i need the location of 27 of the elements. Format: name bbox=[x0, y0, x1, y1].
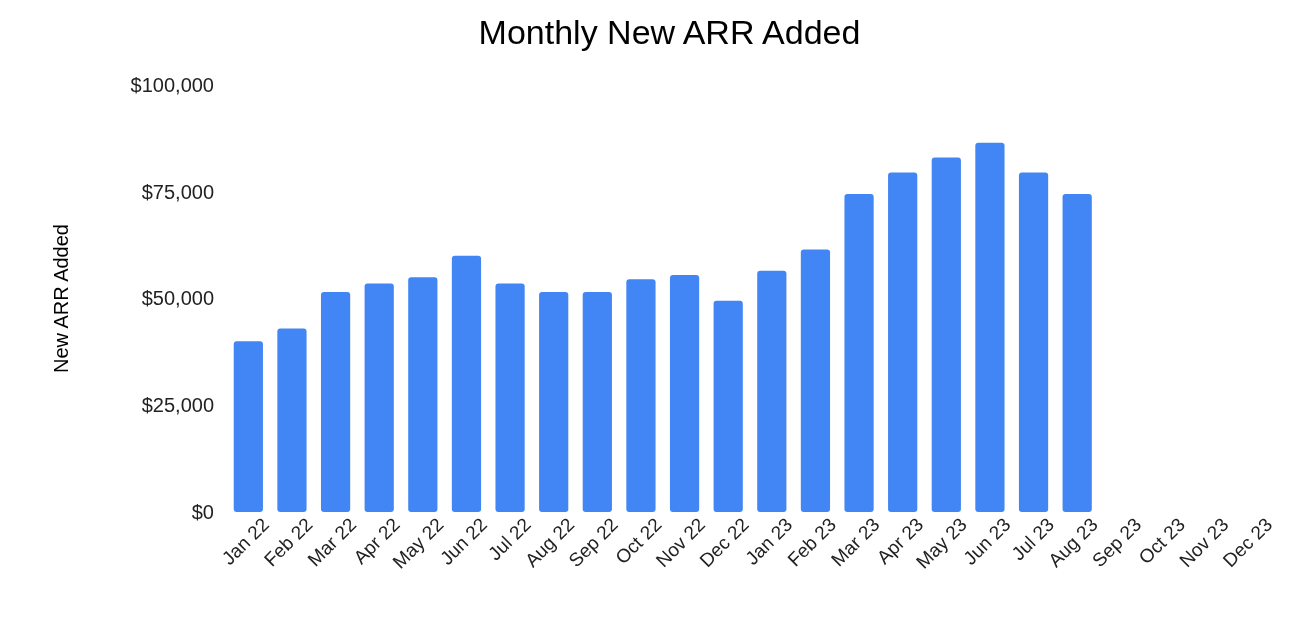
bar bbox=[888, 172, 918, 512]
bar bbox=[451, 255, 482, 512]
bar bbox=[1018, 172, 1049, 512]
bar bbox=[975, 142, 1005, 512]
y-tick-label: $50,000 bbox=[141, 287, 214, 310]
bar bbox=[408, 277, 438, 512]
bar bbox=[277, 328, 307, 512]
y-tick-label: $25,000 bbox=[141, 394, 214, 417]
bar bbox=[757, 270, 787, 512]
y-tick-label: $100,000 bbox=[130, 73, 214, 96]
y-tick-label: $0 bbox=[191, 500, 214, 523]
chart-title: Monthly New ARR Added bbox=[478, 13, 861, 51]
y-axis-title: New ARR Added bbox=[50, 224, 72, 373]
bar bbox=[495, 283, 525, 512]
bar bbox=[626, 279, 656, 512]
bar bbox=[931, 157, 961, 512]
bar bbox=[844, 193, 874, 512]
bar bbox=[582, 292, 612, 512]
bar bbox=[364, 283, 394, 512]
bar bbox=[539, 292, 569, 512]
bar bbox=[800, 249, 831, 512]
bar bbox=[233, 341, 263, 512]
bar bbox=[713, 300, 743, 512]
bar bbox=[320, 292, 351, 512]
bar bbox=[1062, 193, 1092, 512]
y-tick-label: $75,000 bbox=[141, 180, 214, 203]
bar bbox=[669, 275, 700, 512]
